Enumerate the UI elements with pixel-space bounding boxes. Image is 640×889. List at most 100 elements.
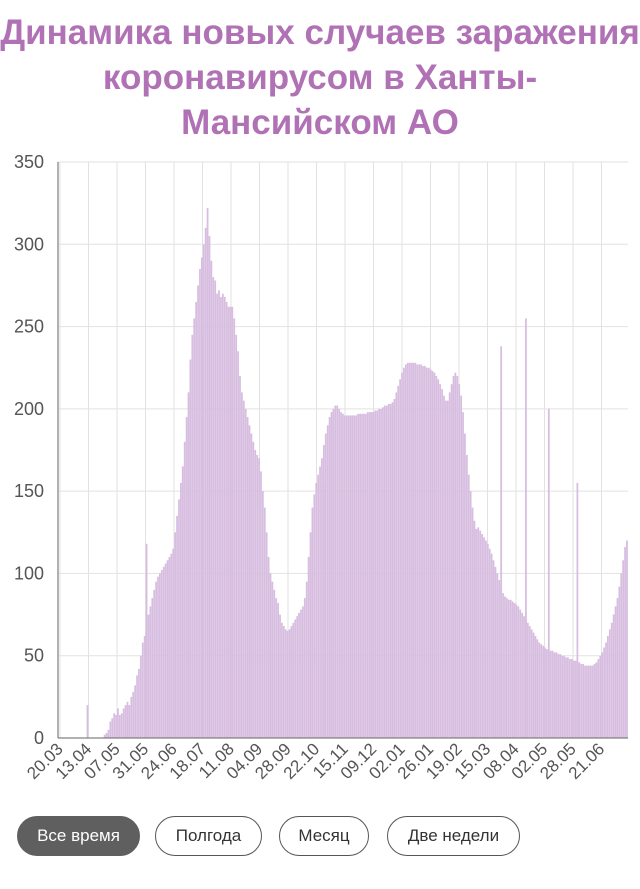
bar [311, 507, 314, 738]
bar [326, 425, 329, 738]
bar [315, 482, 318, 738]
bar [107, 729, 110, 738]
bar [265, 532, 268, 738]
bar [290, 626, 293, 738]
range-button-two-weeks[interactable]: Две недели [387, 816, 520, 856]
bar [513, 603, 516, 738]
bar [572, 660, 575, 738]
bar [157, 576, 159, 738]
bar [170, 553, 173, 738]
bar [393, 398, 396, 738]
bar [496, 573, 499, 738]
bar [231, 306, 234, 738]
bar [492, 560, 495, 738]
y-tick-label: 300 [14, 234, 44, 254]
bar [237, 351, 239, 738]
bar [610, 622, 613, 738]
bar [403, 367, 405, 738]
bar [494, 566, 497, 738]
y-tick-label: 50 [24, 646, 44, 666]
bar [336, 405, 339, 738]
bar [563, 655, 565, 738]
bar [566, 657, 569, 738]
bar [261, 491, 264, 738]
range-button-all-time[interactable]: Все время [17, 816, 140, 856]
bar [523, 616, 525, 738]
bar [256, 454, 259, 738]
bar [378, 408, 381, 738]
bar [383, 405, 386, 738]
bar [235, 334, 238, 738]
bar [117, 708, 119, 738]
bar [505, 598, 508, 738]
bar [486, 543, 489, 738]
bar [103, 734, 106, 738]
bar [166, 560, 169, 738]
bar [589, 665, 592, 738]
bar [109, 721, 112, 738]
bar [120, 713, 123, 738]
bar [160, 570, 163, 738]
bar [481, 533, 483, 738]
bar [269, 573, 272, 738]
bar [591, 665, 594, 738]
bar [195, 301, 198, 738]
bar [446, 400, 449, 738]
bar [467, 474, 470, 738]
bar [124, 705, 127, 738]
bar [119, 714, 121, 738]
bar [302, 606, 304, 738]
bar [511, 601, 514, 738]
bar [408, 362, 411, 738]
range-button-half-year[interactable]: Полгода [155, 816, 262, 856]
bar [376, 410, 379, 738]
bar [225, 301, 228, 738]
bar [267, 556, 270, 738]
bar [340, 412, 342, 738]
bar [490, 553, 493, 738]
bar [546, 649, 548, 738]
bar [538, 642, 541, 738]
bar-spike [200, 334, 203, 738]
bar [189, 359, 192, 738]
bar [412, 362, 415, 738]
bar [250, 433, 253, 738]
bar-spike [547, 408, 550, 738]
bar [475, 528, 478, 738]
bar [418, 364, 421, 738]
axes [57, 162, 628, 739]
bar [128, 705, 131, 738]
bar [343, 415, 346, 738]
bar [149, 606, 152, 738]
bar [401, 372, 403, 738]
bar [239, 375, 241, 738]
bar [614, 606, 617, 738]
bar [141, 642, 144, 738]
bar [458, 384, 461, 738]
bar [162, 566, 165, 738]
bar [332, 408, 335, 738]
bar [530, 629, 533, 738]
bar [456, 375, 459, 738]
bar [488, 548, 491, 738]
bar [477, 527, 480, 738]
bar [570, 659, 573, 738]
bar [176, 515, 178, 738]
bar [136, 675, 138, 738]
bar [366, 412, 369, 738]
bar [612, 614, 615, 738]
bar [578, 662, 581, 738]
bar [345, 415, 348, 738]
bar [185, 417, 188, 738]
range-button-month[interactable]: Месяц [279, 816, 369, 856]
bar [206, 208, 209, 738]
bar [147, 614, 150, 738]
bar [601, 652, 604, 738]
bar-spike [322, 482, 325, 738]
bar [553, 652, 556, 738]
bar [519, 609, 522, 738]
bar [307, 556, 310, 738]
bar [349, 415, 352, 738]
bar [199, 268, 201, 738]
bar [153, 589, 156, 738]
